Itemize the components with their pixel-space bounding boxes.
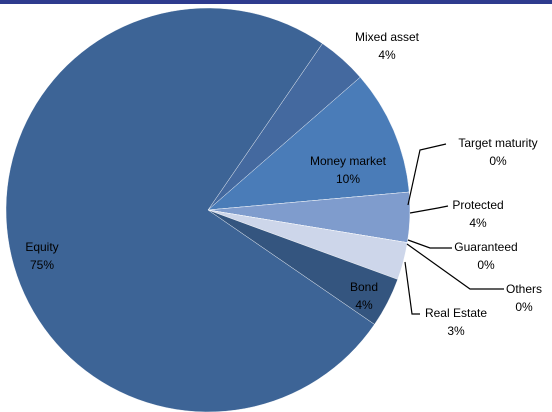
leader-line xyxy=(407,239,452,249)
slice-label: Mixed asset xyxy=(355,30,420,44)
slice-value-label: 0% xyxy=(515,300,533,314)
slice-label: Guaranteed xyxy=(454,240,517,254)
leader-line xyxy=(406,243,504,290)
pie-slice xyxy=(5,7,375,412)
slice-label: Real Estate xyxy=(425,306,487,320)
slice-value-label: 4% xyxy=(378,48,396,62)
slice-value-label: 4% xyxy=(355,298,373,312)
top-bar xyxy=(0,0,552,4)
slice-value-label: 3% xyxy=(447,324,465,338)
leader-line xyxy=(409,205,449,214)
slice-value-label: 0% xyxy=(477,258,495,272)
pie-slice xyxy=(207,76,410,211)
slice-label: Protected xyxy=(452,198,503,212)
slice-label: Target maturity xyxy=(458,136,537,150)
slice-value-label: 4% xyxy=(469,216,487,230)
slice-label: Bond xyxy=(350,280,378,294)
leader-line xyxy=(407,143,447,206)
slice-label: Money market xyxy=(310,154,387,168)
slice-label: Others xyxy=(506,282,542,296)
slice-value-label: 10% xyxy=(336,172,360,186)
slice-value-label: 75% xyxy=(30,258,54,272)
leader-line xyxy=(404,261,420,315)
slice-label: Equity xyxy=(25,240,58,254)
slice-value-label: 0% xyxy=(489,154,507,168)
